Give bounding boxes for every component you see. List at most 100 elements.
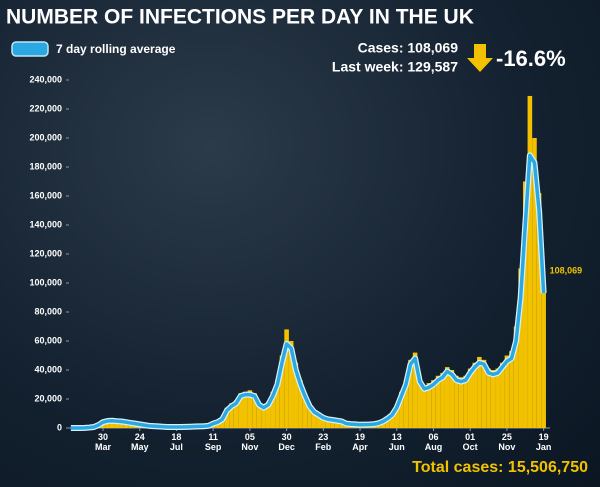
y-tick-label: 0 (57, 422, 62, 432)
bar (467, 368, 473, 428)
x-tick-label: 06 Aug (424, 432, 443, 452)
bar (242, 391, 248, 428)
bar (114, 420, 120, 428)
bar (532, 138, 537, 428)
bar (403, 380, 409, 428)
bar (334, 420, 340, 428)
bar (458, 377, 464, 428)
bar (463, 375, 468, 428)
bar (385, 417, 390, 428)
y-tick-label: 140,000 (29, 219, 62, 229)
bar (279, 355, 285, 428)
x-tick-label: 24 May (130, 432, 149, 452)
bar (316, 413, 322, 428)
bar (105, 420, 110, 428)
x-tick-label: 30 Dec (278, 432, 295, 452)
bar (481, 359, 487, 428)
bar (238, 393, 243, 428)
bar (233, 400, 239, 428)
bar (518, 268, 523, 428)
change-label: -16.6% (496, 46, 566, 71)
bar (435, 375, 441, 428)
bar (417, 377, 423, 428)
y-tick-label: 60,000 (34, 335, 62, 345)
y-tick-label: 100,000 (29, 277, 62, 287)
x-tick-label: 05 Nov (241, 432, 259, 452)
y-tick-label: 200,000 (29, 132, 62, 142)
legend-label: 7 day rolling average (56, 42, 176, 56)
x-tick-label: 18 Jul (169, 432, 183, 452)
bar (325, 418, 331, 428)
down-arrow (467, 44, 493, 72)
bar (522, 181, 528, 428)
x-tick-label: 01 Oct (462, 432, 478, 452)
x-tick-label: 19 Apr (352, 432, 368, 452)
x-tick-label: 30 Mar (94, 432, 111, 452)
last-week-label: Last week: 129,587 (332, 59, 458, 75)
y-tick-label: 80,000 (34, 306, 62, 316)
bar (431, 380, 436, 428)
bar (220, 417, 225, 428)
bar (321, 417, 326, 428)
bar (408, 359, 413, 428)
bar (509, 351, 514, 428)
bar (541, 283, 546, 428)
bar (422, 385, 427, 428)
bar (311, 410, 317, 428)
y-tick-label: 220,000 (29, 103, 62, 113)
bar (454, 375, 459, 428)
bar (330, 419, 335, 428)
bar (307, 404, 312, 428)
bar (536, 193, 542, 428)
bar (490, 370, 496, 428)
x-tick-label: 25 Nov (498, 432, 516, 452)
bar (252, 393, 257, 428)
bar (513, 326, 519, 428)
bar (444, 367, 450, 428)
bar (486, 368, 491, 428)
chart-title: NUMBER OF INFECTIONS PER DAY IN THE UK (6, 6, 474, 29)
bar (284, 329, 289, 428)
bar (389, 413, 395, 428)
bar (261, 406, 266, 428)
x-tick-label: 19 Jan (535, 432, 552, 452)
cases-label: Cases: 108,069 (358, 40, 459, 56)
bar (495, 368, 501, 428)
bar (265, 401, 271, 428)
bar (500, 362, 505, 428)
x-tick-label: 23 Feb (315, 432, 332, 452)
y-tick-label: 160,000 (29, 190, 62, 200)
end-label: 108,069 (550, 266, 583, 276)
bar (449, 370, 455, 428)
x-tick-label: 11 Sep (204, 432, 222, 452)
total-label: Total cases: 15,506,750 (412, 459, 588, 476)
y-tick-label: 180,000 (29, 161, 62, 171)
bar (302, 393, 308, 428)
bar (229, 403, 234, 428)
bar (247, 390, 253, 428)
bar (426, 383, 432, 428)
y-tick-label: 120,000 (29, 248, 62, 258)
bar (412, 352, 418, 428)
bar (270, 391, 276, 428)
bar (399, 391, 404, 428)
bar (527, 95, 533, 428)
x-tick-label: 13 Jun (388, 432, 405, 452)
rolling-average-line (70, 153, 546, 430)
bar (256, 403, 262, 428)
y-tick-label: 40,000 (34, 364, 62, 374)
bar (293, 362, 299, 428)
bar (288, 341, 294, 428)
bar (504, 355, 510, 428)
legend-swatch (11, 41, 49, 57)
bar (394, 404, 400, 428)
bar (224, 407, 230, 428)
y-tick-label: 20,000 (34, 393, 62, 403)
bar (109, 420, 115, 428)
bar (472, 362, 478, 428)
bar (440, 372, 445, 428)
bar (119, 421, 124, 428)
bar (298, 380, 303, 428)
